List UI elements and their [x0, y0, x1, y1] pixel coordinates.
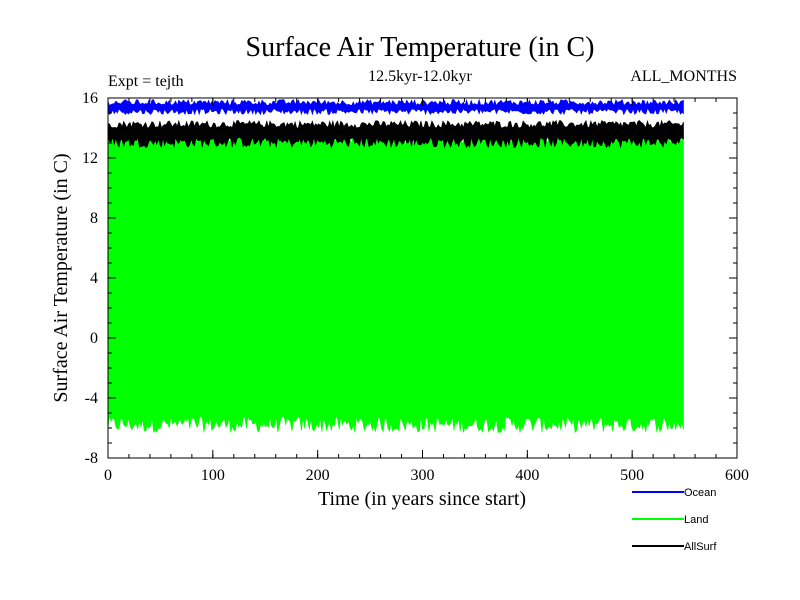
chart-title: Surface Air Temperature (in C): [246, 32, 595, 63]
months-label: ALL_MONTHS: [630, 68, 737, 85]
x-tick-label: 600: [725, 467, 749, 484]
y-tick-label: -8: [85, 450, 98, 467]
y-tick-label: 0: [90, 330, 98, 347]
axis-layer: 0 100 200 300 400 500 600 -8 -4 0 4 8 12 16: [82, 90, 749, 484]
y-tick-label: 4: [90, 270, 98, 287]
x-tick-label: 300: [411, 467, 435, 484]
legend: Ocean Land AllSurf: [632, 487, 717, 553]
x-tick-label: 500: [620, 467, 644, 484]
legend-label-land: Land: [684, 514, 708, 526]
y-tick-label: -4: [85, 390, 98, 407]
series-allsurf: [107, 119, 684, 149]
legend-label-allsurf: AllSurf: [684, 541, 717, 553]
y-tick-label: 12: [82, 150, 98, 167]
experiment-label: Expt = tejth: [108, 73, 184, 90]
y-tick-label: 8: [90, 210, 98, 227]
series-layer: [107, 98, 684, 434]
x-tick-label: 100: [201, 467, 225, 484]
x-tick-label: 0: [104, 467, 112, 484]
y-axis-label: Surface Air Temperature (in C): [50, 153, 72, 402]
x-tick-label: 200: [306, 467, 330, 484]
x-axis-label: Time (in years since start): [318, 488, 526, 510]
y-tick-label: 16: [82, 90, 98, 107]
series-ocean: [107, 98, 684, 116]
series-land: [107, 128, 684, 434]
legend-label-ocean: Ocean: [684, 487, 716, 499]
x-tick-label: 400: [515, 467, 539, 484]
chart-subtitle: 12.5kyr-12.0kyr: [368, 68, 472, 85]
